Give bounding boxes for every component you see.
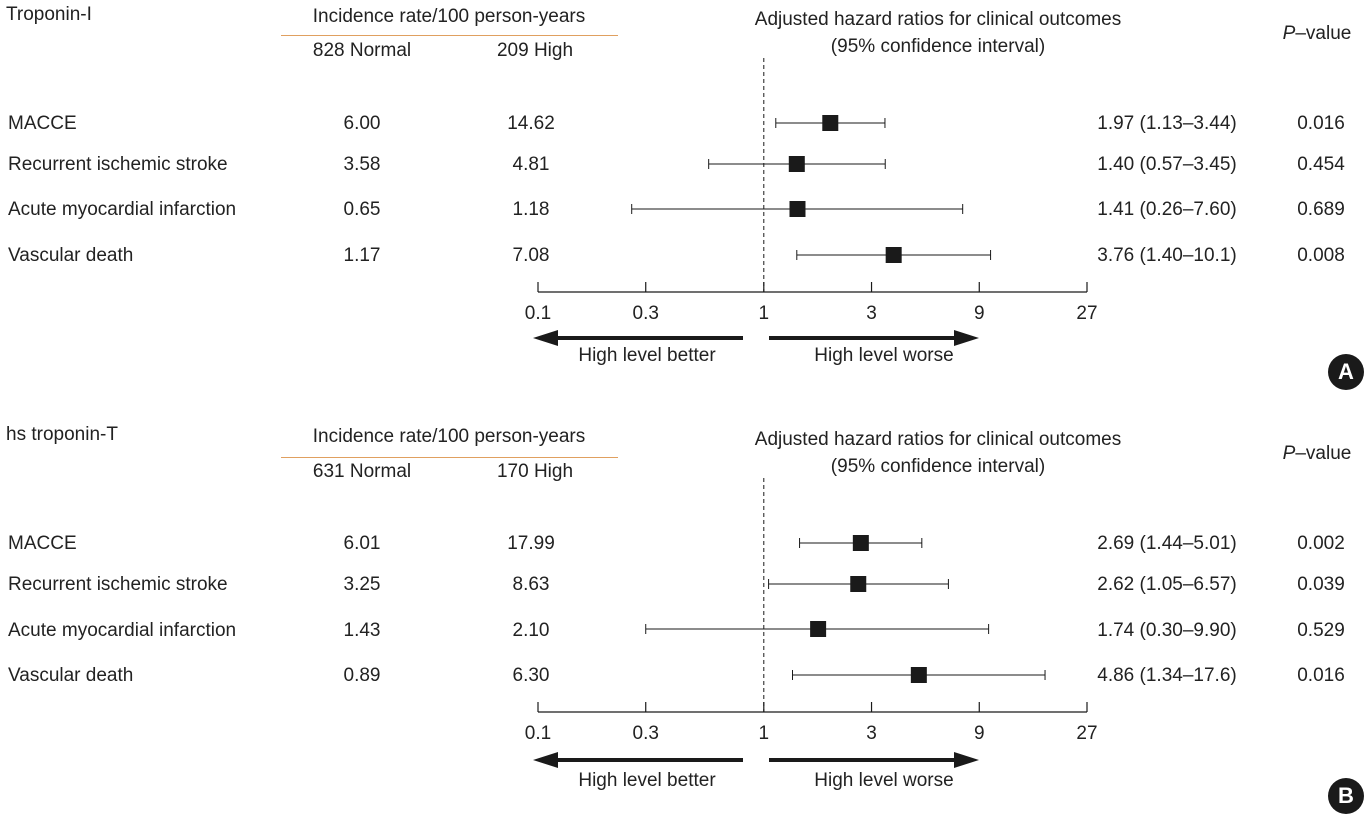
arrow-left-head	[533, 752, 558, 768]
hr-ci-text: 1.74 (0.30–9.90)	[1097, 620, 1237, 641]
arrow-left-label: High level better	[578, 345, 716, 366]
panel-label-badge: A	[1328, 354, 1364, 390]
hr-ci-text: 1.40 (0.57–3.45)	[1097, 154, 1237, 175]
hr-ci-text: 3.76 (1.40–10.1)	[1097, 245, 1237, 266]
p-value: 0.008	[1297, 245, 1345, 266]
pvalue-header-suffix: –value	[1295, 443, 1352, 464]
x-tick-label: 27	[1076, 303, 1097, 324]
x-tick-label: 9	[974, 723, 985, 744]
high-rate: 6.30	[512, 665, 550, 686]
outcome-label: Acute myocardial infarction	[8, 620, 237, 641]
outcome-label: Recurrent ischemic stroke	[8, 574, 228, 595]
group-label-normal: 828 Normal	[312, 40, 412, 61]
panel-title: Troponin-I	[6, 4, 92, 25]
high-rate: 14.62	[507, 113, 555, 134]
hr-marker	[788, 156, 805, 172]
hr-ci-text: 2.62 (1.05–6.57)	[1097, 574, 1237, 595]
p-value: 0.039	[1297, 574, 1345, 595]
high-rate: 4.81	[512, 154, 550, 175]
outcome-label: Recurrent ischemic stroke	[8, 154, 228, 175]
panel-label-badge: B	[1328, 778, 1364, 814]
normal-rate: 1.17	[343, 245, 381, 266]
pvalue-header-p: P	[1282, 23, 1296, 44]
arrow-right-label: High level worse	[814, 770, 954, 791]
p-value: 0.529	[1297, 620, 1345, 641]
normal-rate: 0.65	[343, 199, 381, 220]
hr-ci-text: 2.69 (1.44–5.01)	[1097, 533, 1237, 554]
normal-rate: 6.01	[343, 533, 381, 554]
group-label-normal: 631 Normal	[312, 461, 412, 482]
hr-marker	[910, 667, 927, 683]
incidence-header: Incidence rate/100 person-years	[312, 426, 586, 447]
hr-header-line2: (95% confidence interval)	[830, 456, 1046, 477]
group-label-high: 209 High	[496, 40, 574, 61]
x-tick-label: 0.3	[633, 723, 659, 744]
hr-ci-text: 1.97 (1.13–3.44)	[1097, 113, 1237, 134]
forest-plot-a: 0.1 0.3 1 3 9 27	[525, 58, 1098, 346]
outcome-label: Acute myocardial infarction	[8, 199, 237, 220]
incidence-header-rule	[281, 35, 618, 36]
pvalue-header-suffix: –value	[1295, 23, 1352, 44]
x-tick-label: 3	[866, 723, 877, 744]
x-tick-label: 9	[974, 303, 985, 324]
x-tick-label: 27	[1076, 723, 1097, 744]
arrow-left-label: High level better	[578, 770, 716, 791]
hr-marker	[852, 535, 869, 551]
forest-panel-a: Troponin-I Incidence rate/100 person-yea…	[0, 0, 1367, 410]
high-rate: 17.99	[507, 533, 555, 554]
hr-header-line1: Adjusted hazard ratios for clinical outc…	[754, 9, 1122, 30]
x-tick-label: 0.1	[525, 723, 551, 744]
outcome-label: Vascular death	[8, 665, 134, 686]
group-label-high: 170 High	[496, 461, 574, 482]
arrow-right-head	[954, 752, 979, 768]
hr-marker	[850, 576, 867, 592]
pvalue-header: P–value	[1283, 443, 1352, 465]
arrow-right-label: High level worse	[814, 345, 954, 366]
normal-rate: 3.25	[343, 574, 381, 595]
hr-ci-text: 4.86 (1.34–17.6)	[1097, 665, 1237, 686]
arrow-right-head	[954, 330, 979, 346]
x-tick-label: 0.3	[633, 303, 659, 324]
incidence-header-rule	[281, 457, 618, 458]
x-tick-label: 1	[759, 303, 770, 324]
x-tick-label: 0.1	[525, 303, 551, 324]
hr-marker	[885, 247, 902, 263]
normal-rate: 3.58	[343, 154, 381, 175]
normal-rate: 1.43	[343, 620, 381, 641]
high-rate: 7.08	[512, 245, 550, 266]
p-value: 0.454	[1297, 154, 1345, 175]
high-rate: 8.63	[512, 574, 550, 595]
hr-marker	[789, 201, 806, 217]
outcome-label: Vascular death	[8, 245, 134, 266]
pvalue-header-p: P	[1282, 443, 1296, 464]
arrow-left-head	[533, 330, 558, 346]
high-rate: 1.18	[512, 199, 550, 220]
hr-marker	[810, 621, 827, 637]
high-rate: 2.10	[512, 620, 550, 641]
hr-ci-text: 1.41 (0.26–7.60)	[1097, 199, 1237, 220]
x-tick-label: 1	[759, 723, 770, 744]
outcome-label: MACCE	[8, 113, 77, 134]
pvalue-header: P–value	[1283, 23, 1352, 45]
p-value: 0.689	[1297, 199, 1345, 220]
outcome-label: MACCE	[8, 533, 77, 554]
hr-marker	[822, 115, 839, 131]
forest-plot-b: 0.1 0.3 1 3 9 27	[525, 478, 1098, 768]
normal-rate: 6.00	[343, 113, 381, 134]
normal-rate: 0.89	[343, 665, 381, 686]
panel-title: hs troponin-T	[6, 424, 118, 445]
incidence-header: Incidence rate/100 person-years	[312, 6, 586, 27]
p-value: 0.002	[1297, 533, 1345, 554]
x-tick-label: 3	[866, 303, 877, 324]
hr-header-line2: (95% confidence interval)	[830, 36, 1046, 57]
p-value: 0.016	[1297, 665, 1345, 686]
forest-panel-b: hs troponin-T Incidence rate/100 person-…	[0, 420, 1367, 830]
hr-header-line1: Adjusted hazard ratios for clinical outc…	[754, 429, 1122, 450]
p-value: 0.016	[1297, 113, 1345, 134]
